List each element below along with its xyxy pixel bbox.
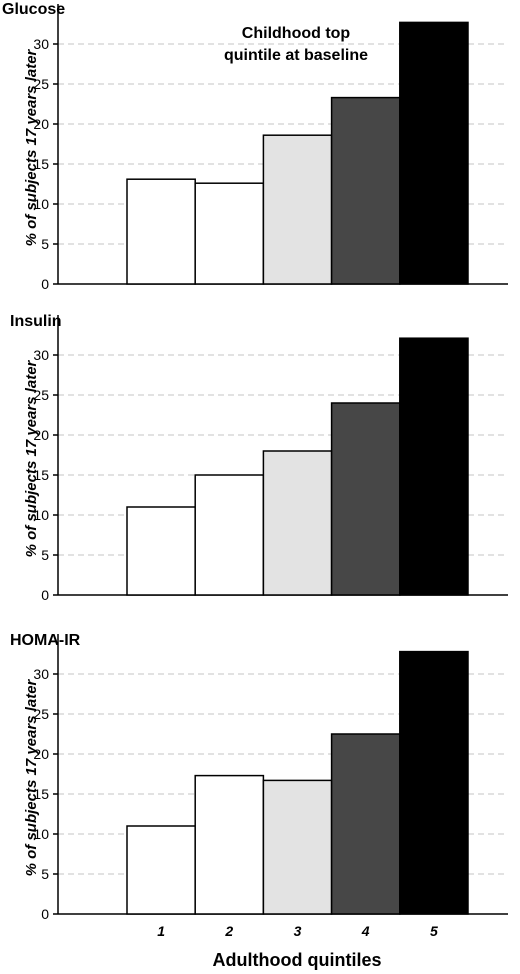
y-tick-label: 5 xyxy=(41,866,49,882)
bar-insulin-quintile-2 xyxy=(194,474,265,596)
bar-glucose-quintile-3 xyxy=(262,134,333,285)
y-tick-label: 0 xyxy=(41,587,49,603)
y-tick-label: 15 xyxy=(33,156,49,172)
x-tick-label: 1 xyxy=(157,923,165,939)
panel-title: Insulin xyxy=(10,313,62,330)
bar-insulin-quintile-3 xyxy=(262,450,333,596)
y-tick-label: 15 xyxy=(33,467,49,483)
bar-homa-ir-quintile-4 xyxy=(330,733,401,915)
bar-glucose-quintile-2 xyxy=(194,182,265,285)
bar-glucose-quintile-1 xyxy=(126,178,196,285)
panel-homa-ir: HOMA-IR 0 5 10 15 20 25 30% of subjects 17 year… xyxy=(10,632,508,922)
y-axis-label: % of subjects 17 years later xyxy=(23,678,40,876)
y-tick-label: 15 xyxy=(33,786,49,802)
panel-title: HOMA-IR xyxy=(10,632,81,649)
x-tick-label: 5 xyxy=(430,923,438,939)
bar-homa-ir-quintile-3 xyxy=(262,779,333,915)
chart-annotation: Childhood top xyxy=(242,25,351,42)
panel-insulin: Insulin 0 5 10 15 20 25 30% of subjects 17 year… xyxy=(10,313,508,603)
y-tick-label: 0 xyxy=(41,276,49,292)
bar-glucose-quintile-5 xyxy=(399,21,469,285)
x-axis-label: Adulthood quintiles xyxy=(213,950,382,970)
y-axis-label: % of subjects 17 years later xyxy=(23,48,40,246)
y-tick-label: 25 xyxy=(33,387,49,403)
y-tick-label: 30 xyxy=(33,347,49,363)
x-tick-label: 3 xyxy=(294,923,302,939)
y-tick-label: 30 xyxy=(33,36,49,52)
y-tick-label: 20 xyxy=(33,427,49,443)
y-tick-label: 30 xyxy=(33,666,49,682)
bar-homa-ir-quintile-2 xyxy=(194,774,265,915)
y-tick-label: 10 xyxy=(33,826,49,842)
bar-homa-ir-quintile-1 xyxy=(126,825,196,915)
x-tick-label: 4 xyxy=(361,923,370,939)
x-tick-label: 2 xyxy=(224,923,233,939)
y-tick-label: 5 xyxy=(41,236,49,252)
bar-insulin-quintile-1 xyxy=(126,506,196,596)
y-tick-label: 10 xyxy=(33,196,49,212)
y-axis-label: % of subjects 17 years later xyxy=(23,359,40,557)
y-tick-label: 5 xyxy=(41,547,49,563)
bar-homa-ir-quintile-5 xyxy=(399,650,469,915)
chart-annotation: quintile at baseline xyxy=(224,47,368,64)
y-tick-label: 25 xyxy=(33,76,49,92)
panel-title: Glucose xyxy=(2,1,65,18)
panel-glucose: Glucose 0 5 10 15 20 25 30% of subjects 17 year… xyxy=(2,1,508,292)
y-tick-label: 20 xyxy=(33,746,49,762)
y-tick-label: 0 xyxy=(41,906,49,922)
y-tick-label: 20 xyxy=(33,116,49,132)
y-tick-label: 25 xyxy=(33,706,49,722)
bar-insulin-quintile-4 xyxy=(330,402,401,596)
y-tick-label: 10 xyxy=(33,507,49,523)
bar-insulin-quintile-5 xyxy=(399,337,469,596)
bar-glucose-quintile-4 xyxy=(330,96,401,285)
